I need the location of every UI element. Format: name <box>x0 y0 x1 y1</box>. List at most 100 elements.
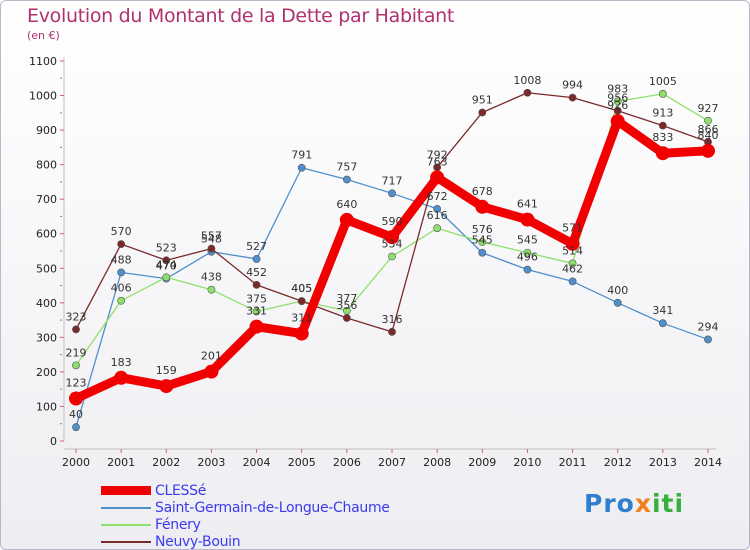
label-layer: 40 488 470 548 527 791 757 717 672 545 496 462 400 34… <box>66 74 719 421</box>
data-label-saint-germain-de-longue-chaume: 488 <box>111 253 132 266</box>
x-tick-label: 2011 <box>559 456 587 469</box>
data-label-cless-: 159 <box>156 364 177 377</box>
data-label-f-nery: 438 <box>201 271 222 284</box>
data-label-f-nery: 983 <box>607 82 628 95</box>
y-tick-label: 600 <box>36 228 57 241</box>
logo-part-x: x <box>634 489 652 518</box>
data-point-neuvy-bouin <box>388 327 396 336</box>
data-label-saint-germain-de-longue-chaume: 757 <box>336 160 357 173</box>
data-label-saint-germain-de-longue-chaume: 470 <box>156 260 177 273</box>
data-label-f-nery: 927 <box>698 102 719 115</box>
data-point-f-nery <box>613 97 622 106</box>
x-tick-label: 2007 <box>378 456 406 469</box>
legend-label: Neuvy-Bouin <box>155 533 241 550</box>
data-point-cless- <box>204 364 219 379</box>
data-point-f-nery <box>207 285 216 294</box>
data-point-cless- <box>249 319 264 334</box>
data-point-saint-germain-de-longue-chaume <box>388 189 396 198</box>
data-label-f-nery: 406 <box>111 282 132 295</box>
y-tick-label: 1000 <box>29 90 57 103</box>
data-label-cless-: 590 <box>382 215 403 228</box>
data-point-neuvy-bouin <box>207 244 216 253</box>
legend-label: CLESSé <box>155 482 207 499</box>
data-label-neuvy-bouin: 405 <box>291 282 312 295</box>
chart-title: Evolution du Montant de la Dette par Hab… <box>27 5 455 27</box>
data-label-f-nery: 576 <box>472 223 493 236</box>
data-point-f-nery <box>523 248 532 257</box>
data-label-cless-: 201 <box>201 350 222 363</box>
x-tick-label: 2012 <box>604 456 632 469</box>
data-label-f-nery: 534 <box>382 238 403 251</box>
data-label-f-nery: 1005 <box>649 75 677 88</box>
data-label-neuvy-bouin: 323 <box>66 310 87 323</box>
data-point-neuvy-bouin <box>478 108 487 117</box>
data-label-saint-germain-de-longue-chaume: 548 <box>201 233 222 246</box>
data-label-neuvy-bouin: 951 <box>472 93 493 106</box>
unit-label: (en €) <box>27 29 60 42</box>
legend: CLESSé Saint-Germain-de-Longue-Chaume Féne… <box>101 482 390 550</box>
logo-part-iti: iti <box>651 489 685 518</box>
data-label-neuvy-bouin: 956 <box>607 92 628 105</box>
x-tick-label: 2013 <box>649 456 677 469</box>
data-point-cless- <box>520 212 535 227</box>
data-point-saint-germain-de-longue-chaume <box>297 163 306 172</box>
data-point-f-nery <box>433 224 442 233</box>
y-tick-label: 700 <box>36 193 57 206</box>
data-label-neuvy-bouin: 866 <box>698 123 719 136</box>
legend-item: Neuvy-Bouin <box>101 533 390 550</box>
data-label-neuvy-bouin: 570 <box>111 225 132 238</box>
data-label-saint-germain-de-longue-chaume: 496 <box>517 251 538 264</box>
legend-label: Saint-Germain-de-Longue-Chaume <box>155 499 390 516</box>
data-label-saint-germain-de-longue-chaume: 672 <box>427 190 448 203</box>
x-tick-label: 2004 <box>243 456 271 469</box>
data-point-cless- <box>475 199 490 214</box>
x-tick-label: 2002 <box>152 456 180 469</box>
data-point-saint-germain-de-longue-chaume <box>613 298 622 307</box>
x-tick-label: 2014 <box>694 456 722 469</box>
data-label-neuvy-bouin: 356 <box>336 299 357 312</box>
x-tick-label: 2010 <box>513 456 541 469</box>
y-tick-label: 400 <box>36 297 57 310</box>
data-label-cless-: 571 <box>562 222 583 235</box>
data-point-f-nery <box>252 307 261 316</box>
data-point-cless- <box>565 236 580 251</box>
data-label-f-nery: 405 <box>291 282 312 295</box>
data-point-cless- <box>385 230 399 245</box>
data-point-saint-germain-de-longue-chaume <box>72 423 80 432</box>
data-point-saint-germain-de-longue-chaume <box>478 248 487 257</box>
legend-label: Fénery <box>155 516 201 533</box>
data-label-f-nery: 545 <box>517 234 538 247</box>
data-point-saint-germain-de-longue-chaume <box>252 255 261 263</box>
data-label-saint-germain-de-longue-chaume: 294 <box>698 320 719 333</box>
data-label-cless-: 833 <box>652 131 673 144</box>
legend-item: Fénery <box>101 516 390 533</box>
data-label-f-nery: 514 <box>562 244 583 257</box>
x-tick-label: 2009 <box>468 456 496 469</box>
legend-swatch <box>101 486 151 495</box>
data-label-cless-: 331 <box>246 305 267 318</box>
y-tick-label: 100 <box>36 400 57 413</box>
data-point-f-nery <box>658 89 667 98</box>
data-point-saint-germain-de-longue-chaume <box>433 204 442 213</box>
data-point-f-nery <box>568 259 577 268</box>
data-label-cless-: 123 <box>66 377 87 390</box>
data-label-saint-germain-de-longue-chaume: 717 <box>382 174 403 187</box>
data-label-saint-germain-de-longue-chaume: 400 <box>607 284 628 297</box>
data-label-f-nery: 375 <box>246 292 267 305</box>
data-point-cless- <box>610 114 625 129</box>
data-point-cless- <box>701 143 715 158</box>
data-label-f-nery: 474 <box>156 258 177 271</box>
data-point-f-nery <box>478 238 487 246</box>
legend-item: CLESSé <box>101 482 390 499</box>
x-tick-label: 2003 <box>197 456 225 469</box>
data-label-saint-germain-de-longue-chaume: 527 <box>246 240 267 253</box>
data-label-cless-: 311 <box>291 312 312 325</box>
data-point-f-nery <box>117 296 126 305</box>
data-label-cless-: 640 <box>336 198 357 211</box>
data-point-neuvy-bouin <box>117 240 126 248</box>
data-point-neuvy-bouin <box>162 256 171 265</box>
data-label-f-nery: 377 <box>336 292 357 305</box>
y-tick-label: 800 <box>36 159 57 172</box>
data-label-cless-: 840 <box>698 129 719 142</box>
